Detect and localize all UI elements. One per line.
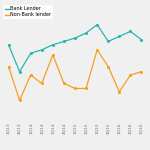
Legend: Bank Lender, Non-Bank lender: Bank Lender, Non-Bank lender	[3, 5, 53, 19]
